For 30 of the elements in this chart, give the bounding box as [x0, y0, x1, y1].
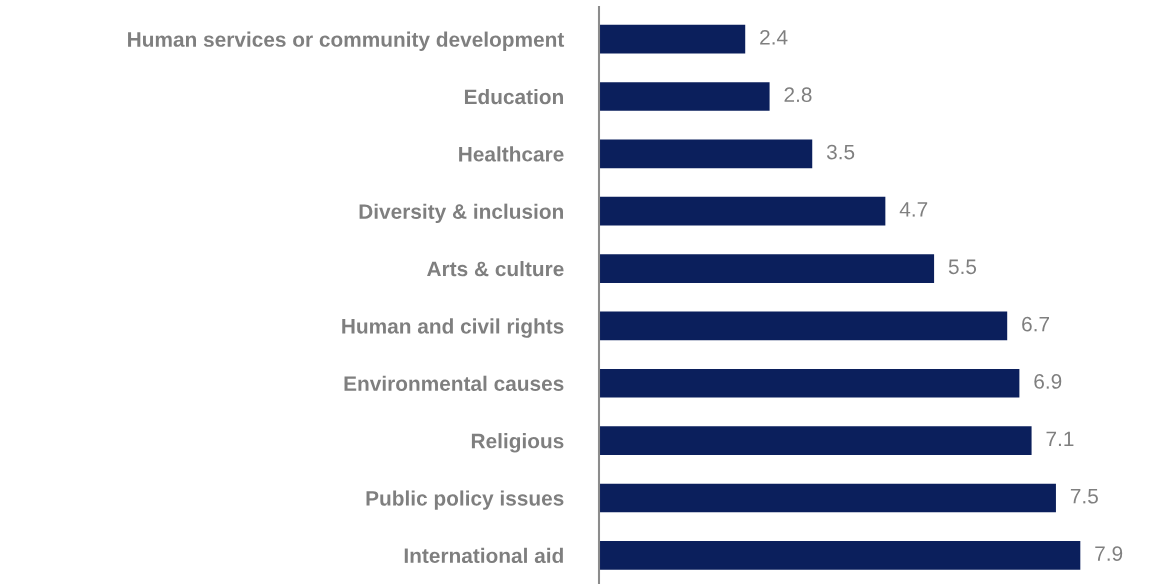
data-label: 2.4: [760, 29, 788, 45]
bar: [599, 368, 1020, 398]
data-label: 3.5: [826, 144, 855, 160]
bar: [599, 483, 1056, 513]
y-tick-label: Education: [464, 88, 563, 105]
bar: [599, 254, 935, 283]
data-label: 4.7: [899, 202, 928, 217]
data-label: 7.5: [1070, 489, 1098, 504]
y-tick-label: Human services or community development: [128, 31, 565, 51]
data-label: 2.8: [784, 87, 812, 103]
bar: [599, 540, 1081, 570]
y-tick-label: Healthcare: [459, 146, 564, 162]
y-tick-label: Environmental causes: [344, 375, 564, 392]
bar: [599, 139, 813, 169]
y-tick-label: Public policy issues: [366, 490, 564, 510]
y-tick-label: Arts & culture: [427, 260, 564, 277]
y-tick-label: Religious: [471, 433, 564, 453]
y-tick-label: International aid: [404, 547, 563, 564]
y-tick-label: Human and civil rights: [342, 318, 564, 338]
data-label: 7.1: [1046, 431, 1074, 446]
bar: [599, 426, 1032, 455]
data-label: 6.7: [1022, 316, 1050, 332]
bar: [599, 82, 770, 111]
bar: [599, 196, 886, 226]
bar: [599, 24, 746, 54]
data-label: 7.9: [1095, 546, 1123, 561]
bar: [599, 311, 1008, 341]
data-label: 5.5: [948, 259, 977, 275]
data-label: 6.9: [1034, 374, 1062, 389]
y-tick-label: Diversity & inclusion: [359, 203, 563, 224]
